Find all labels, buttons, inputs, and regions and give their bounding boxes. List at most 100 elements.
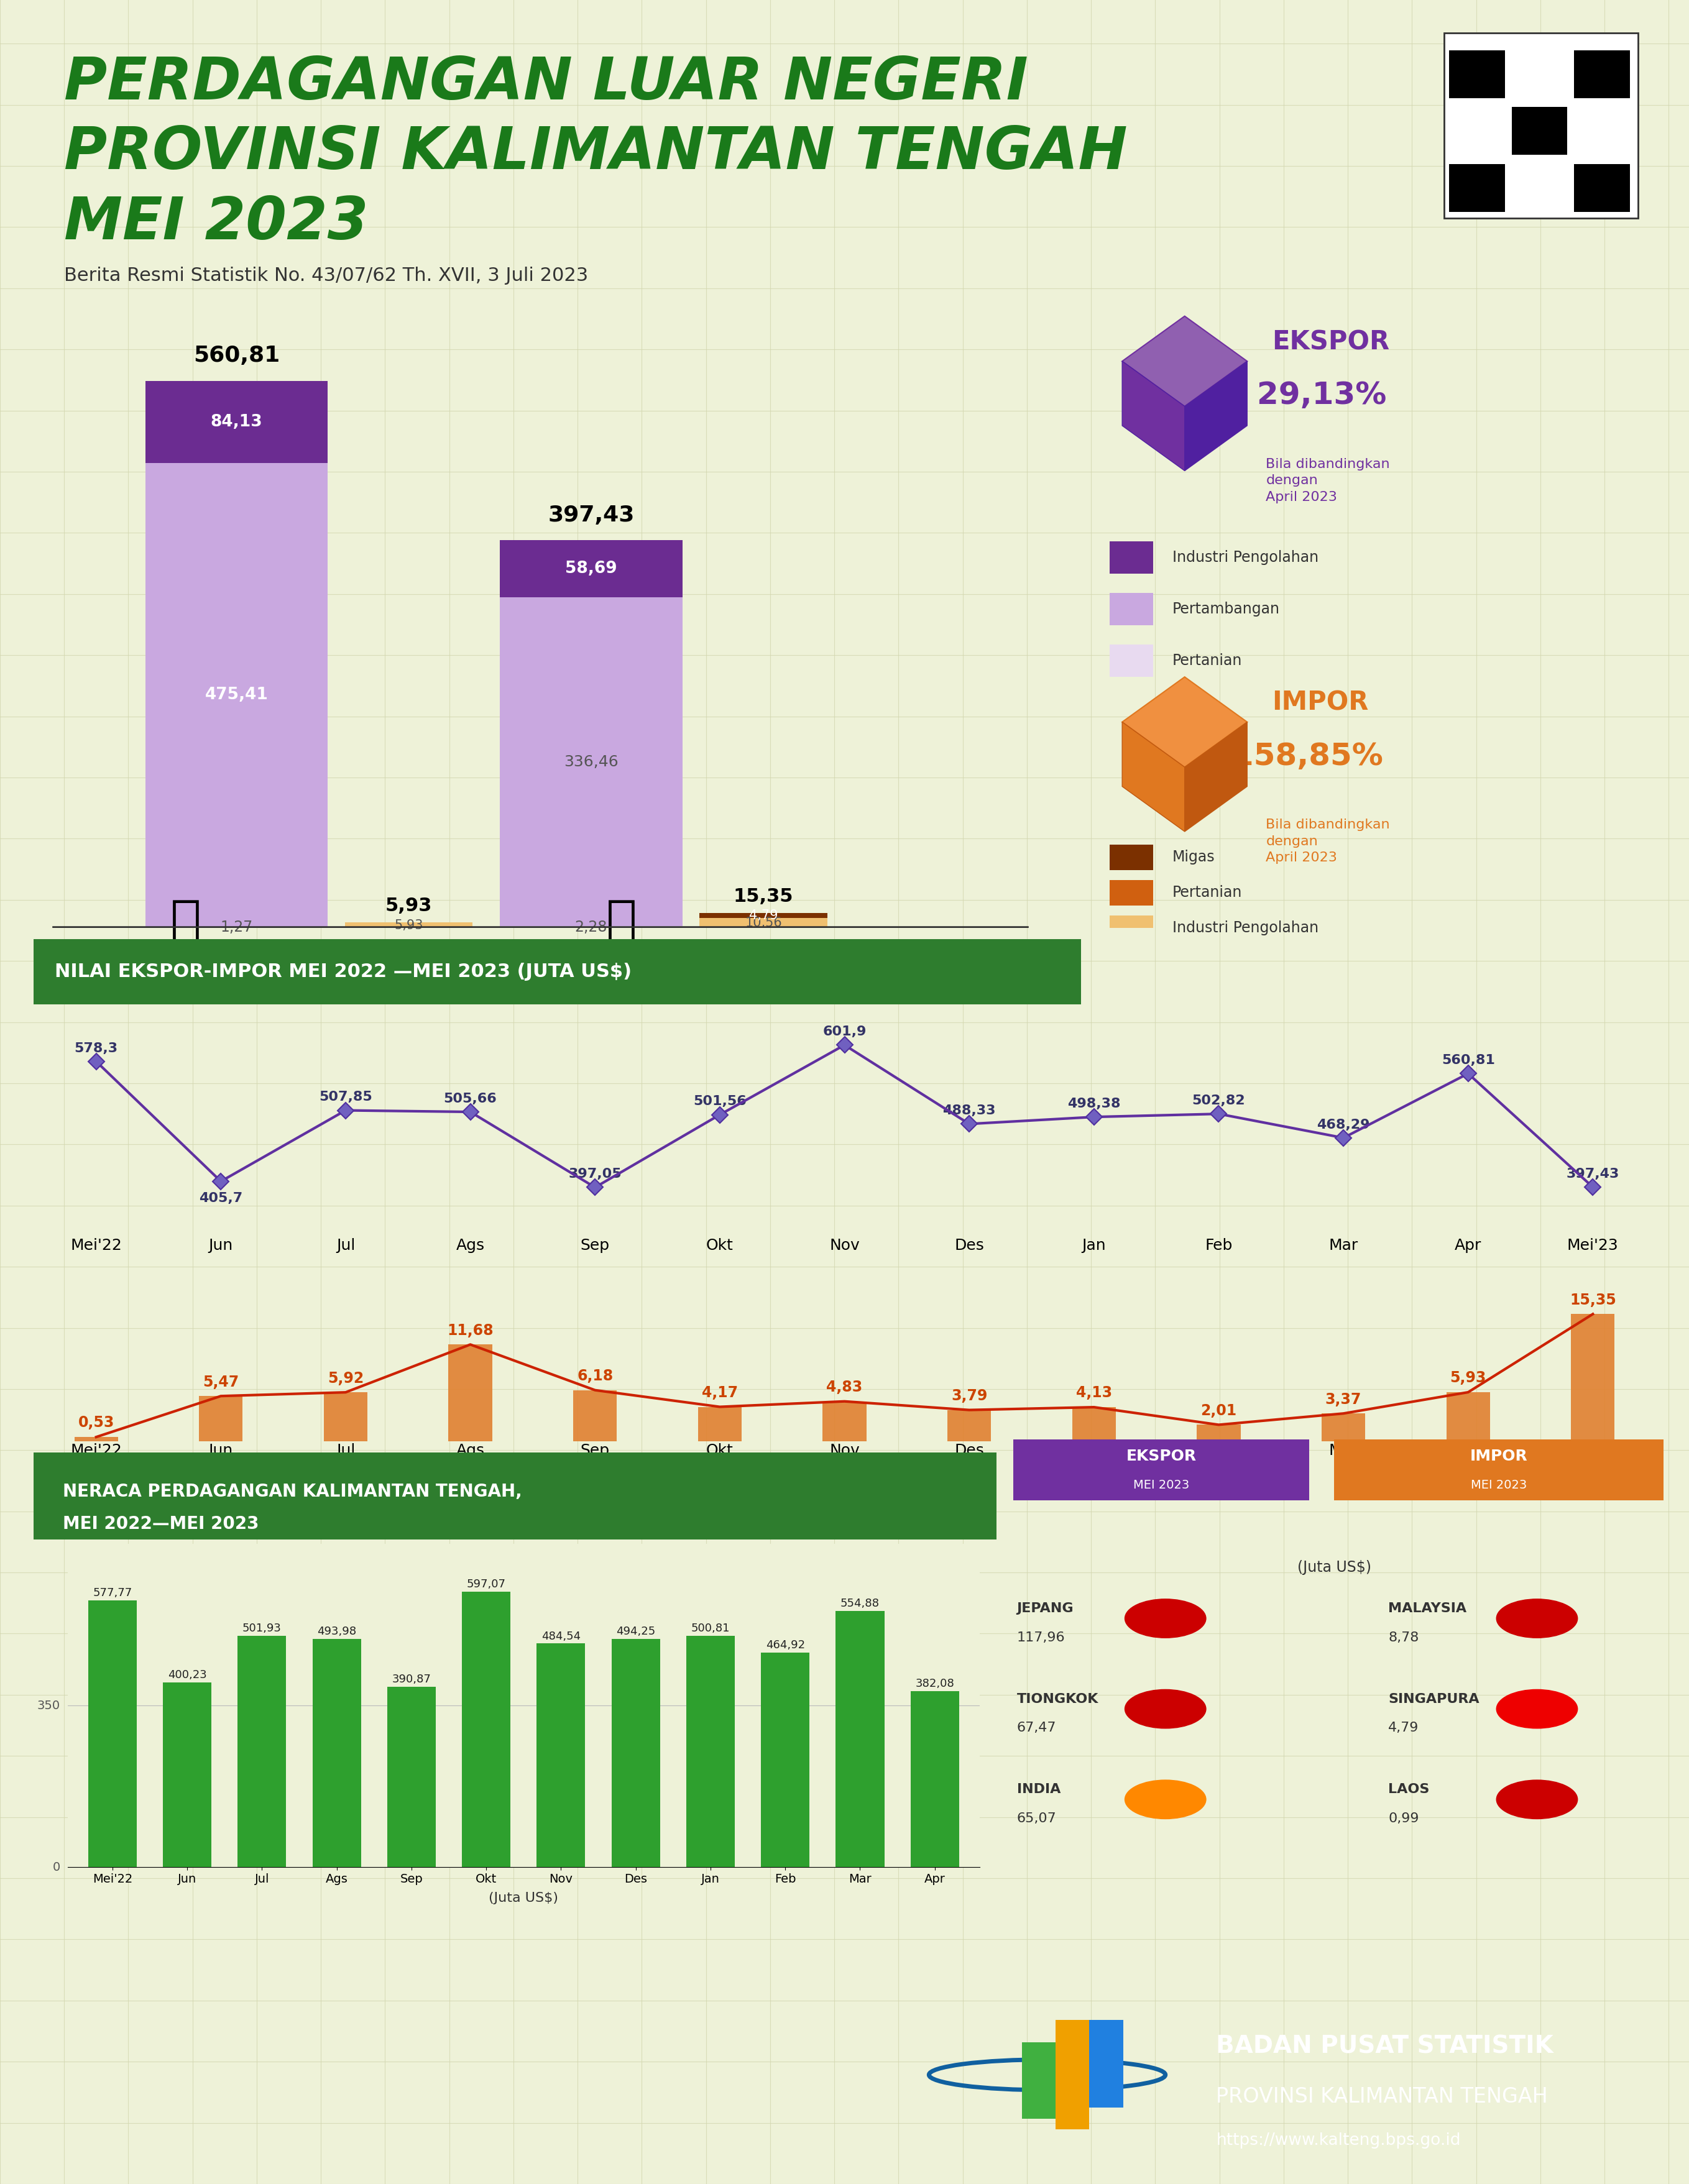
Bar (698, 1406, 741, 1441)
Text: PROVINSI KALIMANTAN TENGAH: PROVINSI KALIMANTAN TENGAH (1216, 2086, 1547, 2108)
Text: NILAI EKSPOR-IMPOR MEI 2022 —MEI 2023 (JUTA US$): NILAI EKSPOR-IMPOR MEI 2022 —MEI 2023 (J… (54, 963, 632, 981)
FancyBboxPatch shape (1307, 1435, 1689, 1505)
Text: TIONGKOK: TIONGKOK (1017, 1693, 1098, 1706)
Bar (145, 463, 328, 926)
Bar (324, 1393, 368, 1441)
Text: Berita Resmi Statistik No. 43/07/62 Th. XVII, 3 Juli 2023: Berita Resmi Statistik No. 43/07/62 Th. … (64, 266, 588, 284)
Polygon shape (1121, 360, 1184, 472)
X-axis label: (Juta US$): (Juta US$) (488, 1891, 559, 1904)
Circle shape (1125, 1690, 1206, 1728)
Text: SINGAPURA: SINGAPURA (1388, 1693, 1480, 1706)
Text: PROVINSI KALIMANTAN TENGAH: PROVINSI KALIMANTAN TENGAH (64, 124, 1128, 181)
Text: 10,56: 10,56 (745, 917, 782, 928)
Bar (573, 1391, 616, 1441)
Text: 382,08: 382,08 (915, 1677, 954, 1688)
Text: 601,9: 601,9 (823, 1026, 866, 1037)
Text: 507,85: 507,85 (319, 1092, 372, 1103)
Bar (312, 1640, 361, 1867)
Text: 464,92: 464,92 (765, 1640, 806, 1651)
Text: 11,68: 11,68 (448, 1324, 493, 1339)
Text: Pertanian: Pertanian (1172, 653, 1241, 668)
Text: 468,29: 468,29 (1317, 1118, 1370, 1131)
Bar (1110, 845, 1154, 869)
Circle shape (1125, 1599, 1206, 1638)
Bar (1073, 1406, 1116, 1441)
Text: 1,27: 1,27 (220, 919, 253, 935)
Text: Industri Pengolahan: Industri Pengolahan (1172, 922, 1319, 935)
Bar (1571, 1315, 1615, 1441)
Text: 5,93: 5,93 (385, 898, 432, 915)
Bar (948, 1411, 991, 1441)
Text: 475,41: 475,41 (204, 686, 269, 703)
Text: MEI 2023: MEI 2023 (64, 194, 368, 251)
Text: (Juta US$): (Juta US$) (1297, 1559, 1371, 1575)
Text: 400,23: 400,23 (167, 1669, 206, 1682)
Text: 390,87: 390,87 (392, 1673, 431, 1686)
Bar (461, 1592, 510, 1867)
Bar (1321, 1413, 1365, 1441)
Bar (699, 913, 828, 917)
Text: Pertambangan: Pertambangan (1172, 603, 1280, 616)
Bar (500, 539, 682, 598)
FancyBboxPatch shape (990, 1435, 1333, 1505)
Text: EKSPOR: EKSPOR (1127, 1448, 1196, 1463)
Text: APRIL 2023: APRIL 2023 (226, 968, 348, 985)
Polygon shape (1121, 317, 1246, 406)
Bar (1198, 1424, 1240, 1441)
Text: 🚢: 🚢 (606, 898, 637, 948)
Bar (1574, 164, 1630, 212)
Bar (1110, 915, 1154, 941)
Text: 117,96: 117,96 (1017, 1631, 1066, 1645)
Bar (88, 1601, 137, 1867)
Text: 6,18: 6,18 (578, 1369, 613, 1382)
Bar (1449, 50, 1505, 98)
Text: 500,81: 500,81 (691, 1623, 730, 1634)
Text: BADAN PUSAT STATISTIK: BADAN PUSAT STATISTIK (1216, 2035, 1554, 2057)
Text: NERACA PERDAGANGAN KALIMANTAN TENGAH,: NERACA PERDAGANGAN KALIMANTAN TENGAH, (62, 1483, 522, 1500)
Text: 4,83: 4,83 (826, 1380, 863, 1396)
Text: 397,05: 397,05 (569, 1168, 622, 1179)
Circle shape (1496, 1780, 1578, 1819)
Text: 336,46: 336,46 (564, 753, 618, 769)
Text: 560,81: 560,81 (193, 345, 280, 367)
Circle shape (1496, 1599, 1578, 1638)
Text: 578,3: 578,3 (74, 1042, 118, 1055)
Text: Industri Pengolahan: Industri Pengolahan (1172, 550, 1319, 566)
Text: Migas: Migas (1172, 850, 1214, 865)
Text: 0,99: 0,99 (1388, 1813, 1419, 1826)
Text: JEPANG: JEPANG (1017, 1603, 1074, 1614)
Text: 🚢: 🚢 (171, 898, 201, 948)
Text: 597,07: 597,07 (466, 1579, 505, 1590)
FancyBboxPatch shape (1444, 33, 1638, 218)
Bar (199, 1396, 243, 1441)
Bar (1449, 164, 1505, 212)
Bar (836, 1612, 885, 1867)
Text: 2,01: 2,01 (1201, 1402, 1236, 1417)
Bar (1512, 107, 1567, 155)
Text: MALAYSIA: MALAYSIA (1388, 1603, 1466, 1614)
Bar (686, 1636, 735, 1867)
Text: LAOS: LAOS (1388, 1784, 1429, 1795)
Text: 3,37: 3,37 (1326, 1391, 1361, 1406)
Text: 405,7: 405,7 (199, 1192, 243, 1203)
Bar (162, 1682, 211, 1867)
Text: 5,93: 5,93 (1449, 1372, 1486, 1385)
Text: ▼ 29,13%: ▼ 29,13% (1223, 380, 1387, 411)
Text: 5,47: 5,47 (203, 1374, 238, 1389)
Text: 2,28: 2,28 (574, 919, 608, 935)
Text: 58,69: 58,69 (566, 561, 616, 577)
Text: 350: 350 (37, 1699, 61, 1712)
Text: 0: 0 (52, 1861, 61, 1874)
Bar (145, 380, 328, 463)
Text: 4,79: 4,79 (1388, 1721, 1419, 1734)
Text: Bila dibandingkan
dengan
April 2023: Bila dibandingkan dengan April 2023 (1267, 819, 1390, 865)
Bar (345, 922, 473, 928)
Polygon shape (1121, 723, 1184, 832)
Text: 15,35: 15,35 (733, 887, 794, 906)
Text: 15,35: 15,35 (1569, 1293, 1616, 1308)
Text: 84,13: 84,13 (211, 413, 262, 430)
Circle shape (1125, 1780, 1206, 1819)
Polygon shape (1121, 677, 1246, 767)
Text: IMPOR: IMPOR (1272, 690, 1368, 716)
Text: 4,17: 4,17 (701, 1385, 738, 1400)
